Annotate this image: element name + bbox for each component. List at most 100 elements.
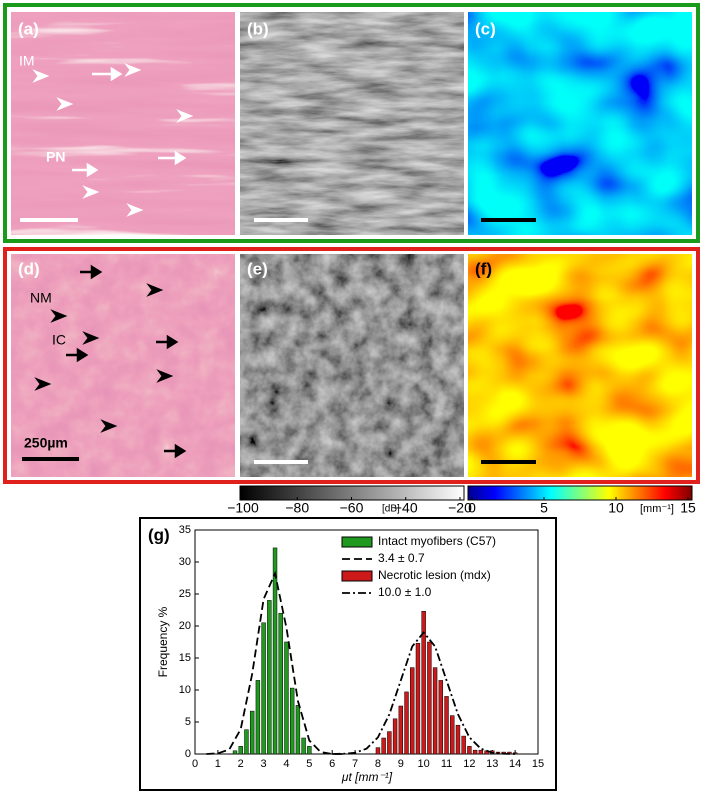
colorbar [467, 485, 693, 501]
colorbar-unit: [dB] [382, 504, 400, 515]
bar [444, 696, 449, 755]
colorbar-tick-label: −20 [448, 500, 472, 516]
bar [415, 643, 421, 755]
y-tick-label: 35 [179, 524, 191, 536]
histology-image [10, 11, 236, 236]
y-tick-label: 5 [185, 716, 191, 728]
chart-frame [139, 517, 557, 791]
bar [455, 724, 461, 755]
group-frame [3, 247, 700, 484]
colorbar-tick-label: −40 [394, 500, 418, 516]
colorbar-tick-label: −60 [340, 500, 364, 516]
bar [238, 746, 243, 755]
x-tick-label: 0 [192, 758, 198, 770]
bar [278, 612, 283, 755]
bar [392, 718, 398, 755]
fit-curve [206, 570, 344, 755]
y-tick-label: 20 [179, 620, 191, 632]
bar [267, 600, 272, 755]
colorbar-tick-label: 10 [608, 500, 624, 516]
panel-label: (e) [247, 259, 268, 278]
bar [410, 667, 415, 755]
bar [450, 715, 455, 755]
x-tick-label: 14 [509, 758, 521, 770]
colorbar-tick-label: 0 [468, 500, 476, 516]
bar [478, 749, 484, 755]
bar [404, 691, 409, 755]
fit-curve [332, 630, 516, 755]
scale-label: 250µm [24, 435, 68, 451]
x-tick-label: 3 [261, 758, 267, 770]
panel-labels: (a) (b) (c) (d) (e) (f) IM PN NM IC 250µ… [18, 19, 496, 450]
bar [301, 737, 306, 755]
y-tick-label: 25 [179, 588, 191, 600]
x-tick-label: 2 [238, 758, 244, 770]
y-tick-label: 10 [179, 684, 191, 696]
oct-image [239, 11, 465, 236]
attenuation-map [467, 253, 693, 478]
annotation: NM [30, 290, 52, 306]
bar [375, 747, 381, 755]
plot-area [194, 529, 539, 755]
panel-label: (g) [148, 525, 170, 544]
bar [307, 746, 312, 755]
bar [249, 710, 255, 755]
annotation: IC [52, 332, 66, 348]
bar [232, 750, 238, 755]
group-frame [3, 3, 700, 243]
x-tick-label: 4 [283, 758, 289, 770]
panel-label: (c) [475, 19, 496, 38]
bar [461, 735, 466, 755]
colorbar-tick-label: 5 [540, 500, 548, 516]
arrows [32, 63, 194, 217]
histology-image [10, 253, 236, 478]
colorbar-tick-label: 15 [680, 500, 696, 516]
legend-label: 10.0 ± 1.0 [378, 585, 432, 599]
colorbar-tick-label: −80 [285, 500, 309, 516]
bar [472, 749, 478, 755]
bar [284, 641, 289, 755]
x-tick-label: 1 [215, 758, 221, 770]
panel-images [10, 11, 693, 478]
bar [244, 729, 249, 755]
colorbar-tick-label: −100 [227, 500, 259, 516]
legend-label: 3.4 ± 0.7 [378, 551, 425, 565]
bar [432, 667, 438, 755]
x-axis-label: μt [mm⁻¹] [341, 770, 393, 784]
oct-image [239, 253, 465, 478]
x-tick-label: 9 [398, 758, 404, 770]
panel-label: (d) [18, 259, 40, 278]
x-tick-label: 13 [486, 758, 498, 770]
legend-swatch [341, 536, 373, 548]
bar [295, 705, 301, 755]
annotation: IM [19, 53, 35, 69]
y-axis-label: Frequency % [156, 606, 170, 677]
attenuation-map [467, 11, 693, 236]
colorbar-unit: [mm⁻¹] [640, 503, 674, 515]
legend-swatch [341, 570, 373, 582]
bar [387, 731, 392, 755]
x-tick-label: 12 [463, 758, 475, 770]
panel-label: (f) [475, 259, 492, 278]
x-tick-label: 5 [306, 758, 312, 770]
bar [381, 737, 386, 755]
bar [427, 641, 432, 755]
panel-label: (a) [18, 19, 39, 38]
legend-label: Necrotic lesion (mdx) [378, 568, 491, 582]
annotation: PN [46, 149, 65, 165]
panel-label: (b) [247, 19, 269, 38]
x-tick-label: 10 [418, 758, 430, 770]
y-tick-label: 30 [179, 556, 191, 568]
y-tick-label: 15 [179, 652, 191, 664]
bar [438, 680, 444, 755]
x-tick-label: 8 [375, 758, 381, 770]
x-tick-label: 15 [532, 758, 544, 770]
y-tick-label: 0 [185, 748, 191, 760]
bar [261, 622, 266, 755]
x-tick-label: 11 [441, 758, 452, 770]
bar [255, 680, 261, 755]
bar [467, 746, 472, 755]
legend-label: Intact myofibers (C57) [378, 534, 496, 548]
bar [421, 611, 426, 755]
